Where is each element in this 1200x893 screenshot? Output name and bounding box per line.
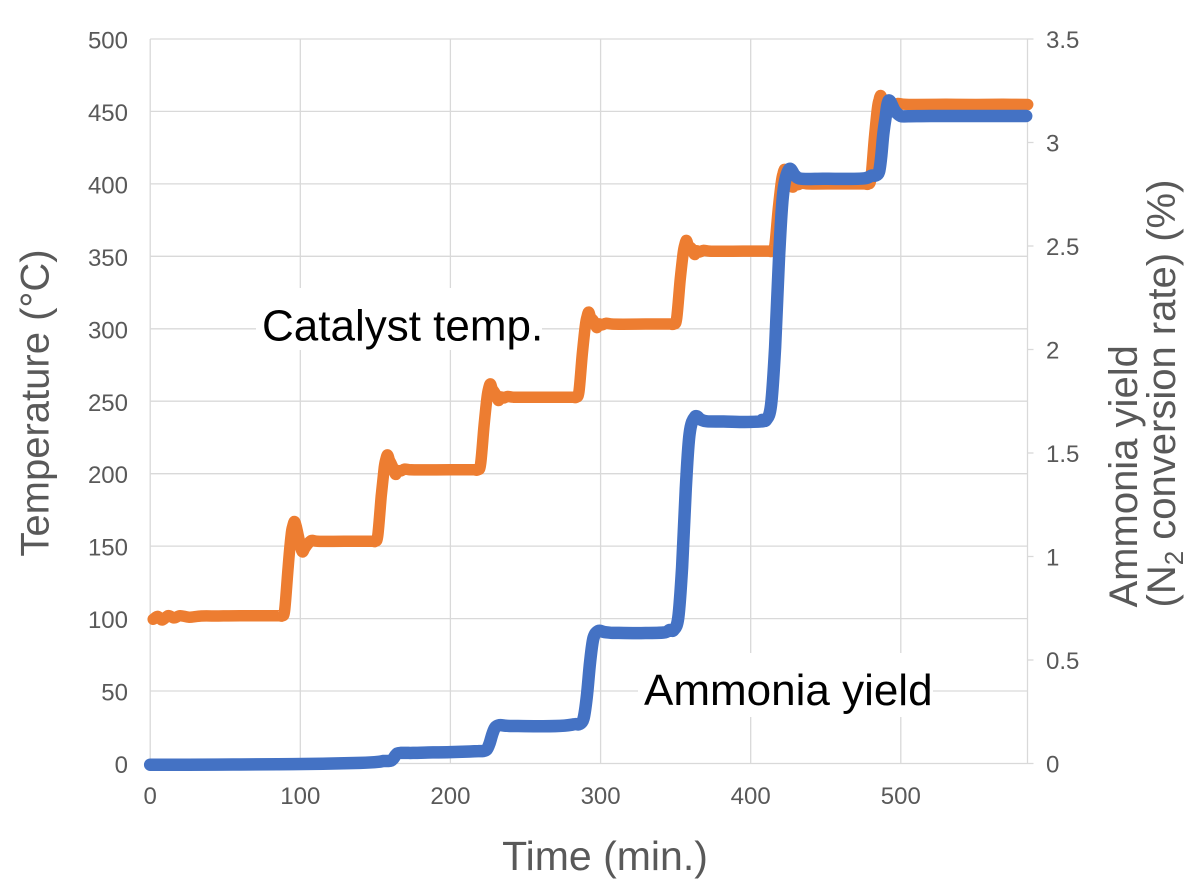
svg-text:Ammonia yield: Ammonia yield [1102, 345, 1146, 607]
svg-text:1: 1 [1046, 545, 1059, 572]
svg-text:0: 0 [144, 783, 157, 810]
svg-text:450: 450 [88, 100, 128, 127]
svg-text:500: 500 [88, 28, 128, 55]
svg-text:1.5: 1.5 [1046, 441, 1079, 468]
svg-text:3.5: 3.5 [1046, 27, 1079, 54]
svg-text:100: 100 [280, 783, 320, 810]
svg-text:200: 200 [430, 783, 470, 810]
svg-text:0.5: 0.5 [1046, 648, 1079, 675]
svg-text:Ammonia yield: Ammonia yield [644, 666, 933, 715]
svg-text:Catalyst temp.: Catalyst temp. [262, 302, 543, 351]
svg-text:400: 400 [731, 783, 771, 810]
svg-text:50: 50 [101, 680, 128, 707]
svg-text:300: 300 [581, 783, 621, 810]
svg-text:350: 350 [88, 245, 128, 272]
svg-text:250: 250 [88, 390, 128, 417]
svg-text:200: 200 [88, 462, 128, 489]
svg-text:3: 3 [1046, 131, 1059, 158]
svg-text:(N2 conversion rate) (%): (N2 conversion rate) (%) [1140, 180, 1189, 608]
svg-text:2: 2 [1046, 338, 1059, 365]
svg-text:300: 300 [88, 317, 128, 344]
svg-text:100: 100 [88, 607, 128, 634]
svg-text:2.5: 2.5 [1046, 234, 1079, 261]
svg-text:0: 0 [1046, 752, 1059, 779]
svg-text:150: 150 [88, 535, 128, 562]
svg-text:500: 500 [881, 783, 921, 810]
svg-text:Temperature (°C): Temperature (°C) [14, 249, 58, 556]
svg-text:Time (min.): Time (min.) [502, 833, 708, 879]
svg-text:0: 0 [115, 752, 128, 779]
svg-text:400: 400 [88, 172, 128, 199]
